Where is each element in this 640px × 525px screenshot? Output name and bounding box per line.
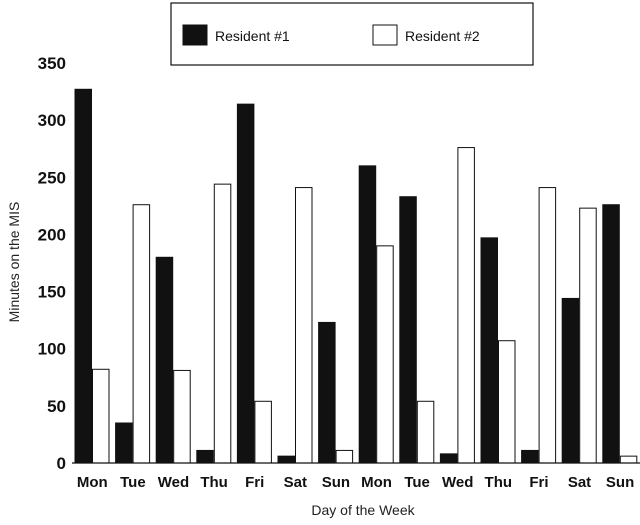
x-tick-label: Wed [442,474,473,491]
bar-resident-1 [480,237,498,464]
bar-resident-1 [196,449,214,464]
bar-resident-1 [561,297,580,464]
bar-resident-1 [115,422,133,464]
y-tick-label: 100 [38,340,66,359]
bar-resident-2 [498,340,516,464]
x-tick-label: Mon [77,474,108,491]
x-tick-label: Thu [485,474,513,491]
bar-resident-2 [132,204,151,464]
x-tick-label: Sat [284,474,307,491]
x-tick-label: Fri [529,474,548,491]
y-tick-label: 350 [38,54,66,73]
bar-resident-2 [619,455,638,464]
bar-resident-1 [358,165,377,464]
y-tick-label: 50 [47,397,66,416]
legend-swatch-resident-1 [182,24,208,46]
bars [74,88,638,464]
bar-resident-2 [213,183,232,464]
x-tick-label: Tue [120,474,146,491]
bar-resident-1 [399,196,417,464]
x-axis-title: Day of the Week [311,502,415,518]
bar-resident-1 [236,103,255,464]
bar-resident-2 [579,207,597,464]
bar-resident-2 [457,147,475,464]
x-tick-label: Tue [404,474,430,491]
y-tick-label: 150 [38,283,66,302]
bar-resident-2 [538,187,557,464]
bar-resident-2 [376,245,394,464]
legend-label-resident-2: Resident #2 [405,28,480,44]
x-tick-label: Wed [158,474,189,491]
x-axis-ticks: Mon Tue Wed Thu Fri Sat Sun Mon Tue Wed Thu Fri Sat S… [77,474,634,491]
x-tick-label: Mon [361,474,392,491]
y-tick-label: 200 [38,225,66,244]
x-tick-label: Sun [322,474,350,491]
y-axis-title: Minutes on the MIS [6,202,22,323]
bar-resident-2 [295,187,313,464]
bar-resident-2 [173,369,191,464]
bar-resident-1 [602,204,620,464]
bar-resident-1 [521,449,539,464]
x-tick-label: Sun [606,474,634,491]
legend-box [170,2,534,66]
legend-swatch-resident-2 [372,24,398,46]
x-tick-label: Fri [245,474,264,491]
y-tick-label: 300 [38,111,66,130]
bar-resident-1 [439,453,458,464]
y-tick-label: 250 [38,168,66,187]
bar-resident-2 [416,400,435,464]
y-axis-ticks: 0 50 100 150 200 250 300 350 [38,54,66,473]
bar-resident-1 [277,455,295,464]
bar-resident-1 [155,256,174,464]
bar-resident-1 [318,321,336,464]
legend: Resident #1 Resident #2 [170,2,534,66]
bar-resident-1 [74,88,92,464]
bar-resident-2 [92,368,110,464]
y-tick-label: 0 [57,454,66,473]
x-tick-label: Thu [200,474,228,491]
x-tick-label: Sat [568,474,591,491]
legend-label-resident-1: Resident #1 [215,28,290,44]
bar-resident-2 [335,449,354,464]
bar-resident-2 [254,400,272,464]
